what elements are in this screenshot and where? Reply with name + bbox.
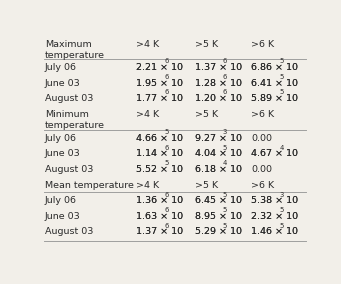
- Text: August 03: August 03: [45, 165, 93, 174]
- Text: 6.41 × 10: 6.41 × 10: [251, 79, 298, 88]
- Text: >6 K: >6 K: [251, 39, 275, 49]
- Text: 6.45 × 10: 6.45 × 10: [195, 196, 241, 205]
- Text: 5.52 × 10: 5.52 × 10: [136, 165, 183, 174]
- Text: 1.20 × 10: 1.20 × 10: [195, 94, 241, 103]
- Text: July 06: July 06: [45, 63, 77, 72]
- Text: 5: 5: [164, 160, 169, 166]
- Text: >4 K: >4 K: [136, 110, 160, 119]
- Text: 6.45 × 10: 6.45 × 10: [195, 196, 241, 205]
- Text: 1.36 × 10: 1.36 × 10: [136, 196, 183, 205]
- Text: 1.14 × 10: 1.14 × 10: [136, 149, 183, 158]
- Text: 1.28 × 10: 1.28 × 10: [195, 79, 241, 88]
- Text: 5: 5: [164, 129, 169, 135]
- Text: 6: 6: [164, 74, 169, 80]
- Text: 1.63 × 10: 1.63 × 10: [136, 212, 183, 221]
- Text: 5: 5: [280, 89, 284, 95]
- Text: 1.37 × 10: 1.37 × 10: [195, 63, 242, 72]
- Text: >6 K: >6 K: [251, 110, 275, 119]
- Text: 5.38 × 10: 5.38 × 10: [251, 196, 298, 205]
- Text: >5 K: >5 K: [195, 181, 218, 190]
- Text: >5 K: >5 K: [195, 39, 218, 49]
- Text: 4.04 × 10: 4.04 × 10: [195, 149, 241, 158]
- Text: 6: 6: [164, 145, 169, 151]
- Text: 5: 5: [280, 74, 284, 80]
- Text: 0.00: 0.00: [251, 165, 272, 174]
- Text: 5.52 × 10: 5.52 × 10: [136, 165, 183, 174]
- Text: Maximum
temperature: Maximum temperature: [45, 39, 105, 60]
- Text: July 06: July 06: [45, 196, 77, 205]
- Text: 6.86 × 10: 6.86 × 10: [251, 63, 298, 72]
- Text: 0.00: 0.00: [251, 134, 272, 143]
- Text: Minimum
temperature: Minimum temperature: [45, 110, 105, 130]
- Text: 1.36 × 10: 1.36 × 10: [136, 196, 183, 205]
- Text: 1.46 × 10: 1.46 × 10: [251, 227, 298, 236]
- Text: 1.63 × 10: 1.63 × 10: [136, 212, 183, 221]
- Text: June 03: June 03: [45, 212, 80, 221]
- Text: 1.20 × 10: 1.20 × 10: [195, 94, 241, 103]
- Text: 9.27 × 10: 9.27 × 10: [195, 134, 241, 143]
- Text: 5.29 × 10: 5.29 × 10: [195, 227, 241, 236]
- Text: 5: 5: [223, 145, 227, 151]
- Text: >4 K: >4 K: [136, 181, 160, 190]
- Text: 3: 3: [223, 129, 227, 135]
- Text: 5.89 × 10: 5.89 × 10: [251, 94, 298, 103]
- Text: 6.86 × 10: 6.86 × 10: [251, 63, 298, 72]
- Text: 6: 6: [223, 89, 227, 95]
- Text: 4: 4: [223, 160, 227, 166]
- Text: July 06: July 06: [45, 134, 77, 143]
- Text: June 03: June 03: [45, 79, 80, 88]
- Text: 4.66 × 10: 4.66 × 10: [136, 134, 183, 143]
- Text: 5: 5: [280, 223, 284, 229]
- Text: 1.77 × 10: 1.77 × 10: [136, 94, 183, 103]
- Text: 5: 5: [280, 207, 284, 213]
- Text: 9.27 × 10: 9.27 × 10: [195, 134, 241, 143]
- Text: 1.95 × 10: 1.95 × 10: [136, 79, 183, 88]
- Text: 5.29 × 10: 5.29 × 10: [195, 227, 241, 236]
- Text: August 03: August 03: [45, 227, 93, 236]
- Text: 2.32 × 10: 2.32 × 10: [251, 212, 298, 221]
- Text: 2.21 × 10: 2.21 × 10: [136, 63, 183, 72]
- Text: 2.21 × 10: 2.21 × 10: [136, 63, 183, 72]
- Text: 4.67 × 10: 4.67 × 10: [251, 149, 298, 158]
- Text: 1.37 × 10: 1.37 × 10: [195, 63, 242, 72]
- Text: 1.28 × 10: 1.28 × 10: [195, 79, 241, 88]
- Text: 3: 3: [280, 191, 284, 198]
- Text: 6: 6: [223, 74, 227, 80]
- Text: 6: 6: [223, 58, 227, 64]
- Text: 4: 4: [280, 145, 284, 151]
- Text: >5 K: >5 K: [195, 110, 218, 119]
- Text: 6.18 × 10: 6.18 × 10: [195, 165, 241, 174]
- Text: 6: 6: [164, 89, 169, 95]
- Text: >6 K: >6 K: [251, 181, 275, 190]
- Text: 1.77 × 10: 1.77 × 10: [136, 94, 183, 103]
- Text: 1.95 × 10: 1.95 × 10: [136, 79, 183, 88]
- Text: >4 K: >4 K: [136, 39, 160, 49]
- Text: 1.37 × 10: 1.37 × 10: [136, 227, 183, 236]
- Text: 6: 6: [164, 223, 169, 229]
- Text: 4.04 × 10: 4.04 × 10: [195, 149, 241, 158]
- Text: 1.14 × 10: 1.14 × 10: [136, 149, 183, 158]
- Text: 1.46 × 10: 1.46 × 10: [251, 227, 298, 236]
- Text: 8.95 × 10: 8.95 × 10: [195, 212, 241, 221]
- Text: 4.66 × 10: 4.66 × 10: [136, 134, 183, 143]
- Text: June 03: June 03: [45, 149, 80, 158]
- Text: 6: 6: [164, 191, 169, 198]
- Text: 6.41 × 10: 6.41 × 10: [251, 79, 298, 88]
- Text: 5: 5: [223, 207, 227, 213]
- Text: 5.89 × 10: 5.89 × 10: [251, 94, 298, 103]
- Text: August 03: August 03: [45, 94, 93, 103]
- Text: 6: 6: [164, 207, 169, 213]
- Text: 6.18 × 10: 6.18 × 10: [195, 165, 241, 174]
- Text: 2.32 × 10: 2.32 × 10: [251, 212, 298, 221]
- Text: 5.38 × 10: 5.38 × 10: [251, 196, 298, 205]
- Text: Mean temperature: Mean temperature: [45, 181, 134, 190]
- Text: 6: 6: [164, 58, 169, 64]
- Text: 5: 5: [223, 191, 227, 198]
- Text: 4.67 × 10: 4.67 × 10: [251, 149, 298, 158]
- Text: 5: 5: [280, 58, 284, 64]
- Text: 5: 5: [223, 223, 227, 229]
- Text: 1.37 × 10: 1.37 × 10: [136, 227, 183, 236]
- Text: 8.95 × 10: 8.95 × 10: [195, 212, 241, 221]
